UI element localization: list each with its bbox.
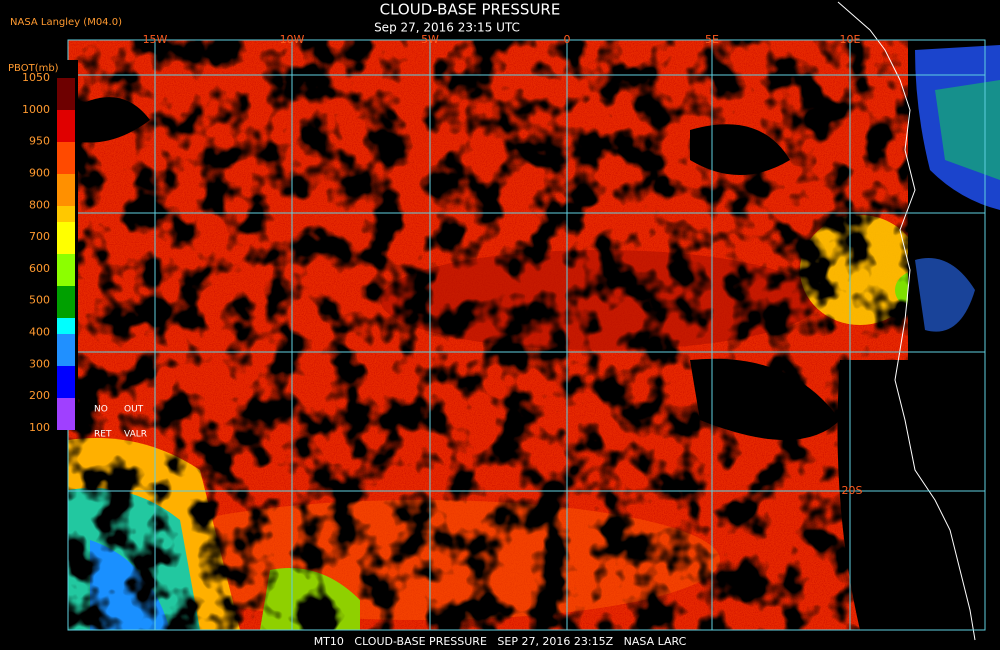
legend-title: PBOT(mb) — [8, 63, 59, 74]
graticule — [67, 39, 986, 631]
legend-label: 400 — [29, 326, 50, 339]
legend-no-data: NO — [94, 405, 108, 415]
legend-out: OUT — [124, 405, 144, 415]
legend-label: 800 — [29, 198, 50, 211]
source-label: NASA Langley (M04.0) — [10, 17, 122, 28]
latitude-label: 20S — [842, 484, 863, 497]
legend-label: 200 — [29, 389, 50, 402]
title: CLOUD-BASE PRESSURE — [380, 1, 561, 19]
longitude-label: 5W — [421, 33, 439, 46]
legend-label: 950 — [29, 135, 50, 148]
longitude-label: 0 — [564, 33, 571, 46]
longitude-label: 5E — [705, 33, 719, 46]
legend-no-data: RET — [94, 430, 112, 440]
legend-label: 700 — [29, 230, 50, 243]
legend-out: VALR — [124, 430, 147, 440]
color-bar — [57, 78, 75, 430]
longitude-label: 10W — [280, 33, 305, 46]
legend-label: 900 — [29, 166, 50, 179]
longitude-label: 15W — [143, 33, 168, 46]
legend-label: 600 — [29, 262, 50, 275]
timestamp: Sep 27, 2016 23:15 UTC — [374, 21, 520, 35]
legend-label: 100 — [29, 421, 50, 434]
legend-label: 300 — [29, 357, 50, 370]
footer: MT10 CLOUD-BASE PRESSURE SEP 27, 2016 23… — [314, 635, 687, 648]
legend-label: 1050 — [22, 71, 50, 84]
legend-label: 1000 — [22, 103, 50, 116]
legend-label: 500 — [29, 294, 50, 307]
cloud-field — [68, 40, 1000, 630]
longitude-label: 10E — [840, 33, 861, 46]
